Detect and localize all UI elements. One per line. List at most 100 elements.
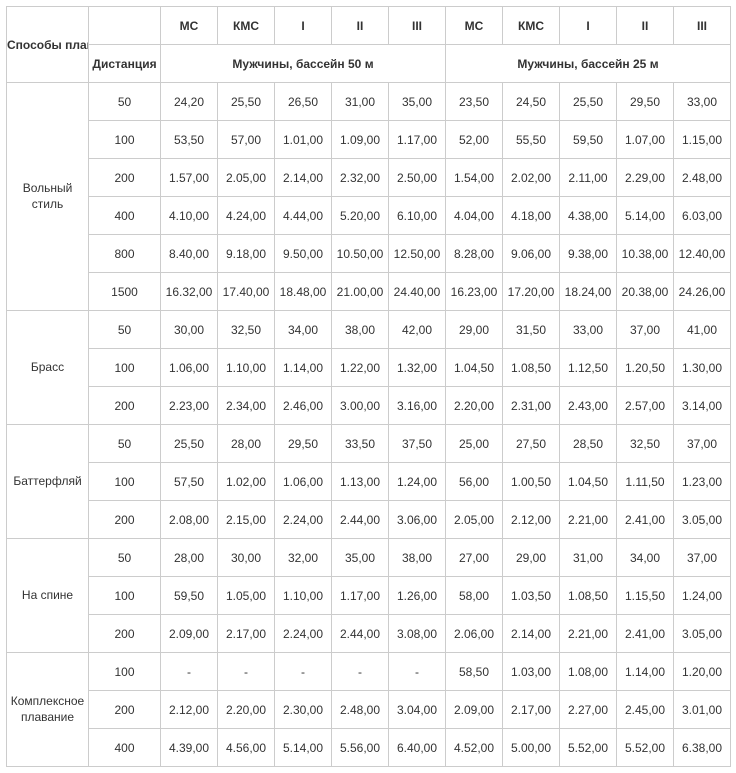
value-cell: 1.14,00	[617, 653, 674, 691]
distance-cell: 200	[89, 387, 161, 425]
value-cell: 2.12,00	[161, 691, 218, 729]
value-cell: 9.50,00	[275, 235, 332, 273]
value-cell: 29,50	[275, 425, 332, 463]
value-cell: 41,00	[674, 311, 731, 349]
value-cell: 34,00	[617, 539, 674, 577]
value-cell: 2.48,00	[332, 691, 389, 729]
value-cell: 4.24,00	[218, 197, 275, 235]
value-cell: 57,00	[218, 121, 275, 159]
value-cell: 1.01,00	[275, 121, 332, 159]
table-row: 2002.09,002.17,002.24,002.44,003.08,002.…	[7, 615, 731, 653]
value-cell: 1.23,00	[674, 463, 731, 501]
value-cell: 55,50	[503, 121, 560, 159]
table-row: 2001.57,002.05,002.14,002.32,002.50,001.…	[7, 159, 731, 197]
value-cell: 17.20,00	[503, 273, 560, 311]
value-cell: 6.40,00	[389, 729, 446, 767]
table-row: Брасс5030,0032,5034,0038,0042,0029,0031,…	[7, 311, 731, 349]
value-cell: 3.00,00	[332, 387, 389, 425]
value-cell: 5.14,00	[617, 197, 674, 235]
value-cell: 1.04,50	[560, 463, 617, 501]
value-cell: 4.04,00	[446, 197, 503, 235]
value-cell: 2.15,00	[218, 501, 275, 539]
table-row: 4004.39,004.56,005.14,005.56,006.40,004.…	[7, 729, 731, 767]
value-cell: 2.50,00	[389, 159, 446, 197]
value-cell: 2.17,00	[503, 691, 560, 729]
value-cell: 27,50	[503, 425, 560, 463]
table-body: Вольный стиль5024,2025,5026,5031,0035,00…	[7, 83, 731, 767]
value-cell: 6.38,00	[674, 729, 731, 767]
value-cell: 5.00,00	[503, 729, 560, 767]
value-cell: 33,00	[674, 83, 731, 121]
value-cell: 1.10,00	[218, 349, 275, 387]
value-cell: 34,00	[275, 311, 332, 349]
style-label: Вольный стиль	[7, 83, 89, 311]
header-style: Способы плавания	[7, 7, 89, 83]
value-cell: 4.44,00	[275, 197, 332, 235]
distance-cell: 200	[89, 615, 161, 653]
value-cell: 25,00	[446, 425, 503, 463]
value-cell: 18.24,00	[560, 273, 617, 311]
value-cell: 28,50	[560, 425, 617, 463]
value-cell: 1.09,00	[332, 121, 389, 159]
value-cell: 35,00	[332, 539, 389, 577]
value-cell: 25,50	[218, 83, 275, 121]
table-row: 1001.06,001.10,001.14,001.22,001.32,001.…	[7, 349, 731, 387]
value-cell: 1.08,50	[560, 577, 617, 615]
value-cell: 29,00	[503, 539, 560, 577]
value-cell: 37,00	[617, 311, 674, 349]
value-cell: 2.24,00	[275, 615, 332, 653]
value-cell: 42,00	[389, 311, 446, 349]
value-cell: 37,00	[674, 539, 731, 577]
style-label: На спине	[7, 539, 89, 653]
value-cell: 33,50	[332, 425, 389, 463]
value-cell: 2.08,00	[161, 501, 218, 539]
value-cell: 20.38,00	[617, 273, 674, 311]
value-cell: 25,50	[161, 425, 218, 463]
value-cell: 1.06,00	[275, 463, 332, 501]
value-cell: 1.06,00	[161, 349, 218, 387]
value-cell: 32,50	[617, 425, 674, 463]
value-cell: 30,00	[161, 311, 218, 349]
header-group-50: Мужчины, бассейн 50 м	[161, 45, 446, 83]
value-cell: 8.28,00	[446, 235, 503, 273]
value-cell: 10.50,00	[332, 235, 389, 273]
value-cell: 2.09,00	[446, 691, 503, 729]
value-cell: 37,00	[674, 425, 731, 463]
table-row: 2002.23,002.34,002.46,003.00,003.16,002.…	[7, 387, 731, 425]
value-cell: 5.14,00	[275, 729, 332, 767]
value-cell: 2.41,00	[617, 615, 674, 653]
value-cell: 2.14,00	[275, 159, 332, 197]
distance-cell: 400	[89, 197, 161, 235]
value-cell: 2.23,00	[161, 387, 218, 425]
header-rank-50-0: МС	[161, 7, 218, 45]
value-cell: 12.50,00	[389, 235, 446, 273]
distance-cell: 200	[89, 501, 161, 539]
value-cell: 1.15,50	[617, 577, 674, 615]
table-row: 10057,501.02,001.06,001.13,001.24,0056,0…	[7, 463, 731, 501]
table-row: 10053,5057,001.01,001.09,001.17,0052,005…	[7, 121, 731, 159]
table-row: 2002.12,002.20,002.30,002.48,003.04,002.…	[7, 691, 731, 729]
value-cell: 1.04,50	[446, 349, 503, 387]
value-cell: 58,00	[446, 577, 503, 615]
value-cell: 35,00	[389, 83, 446, 121]
value-cell: 4.39,00	[161, 729, 218, 767]
value-cell: 24.26,00	[674, 273, 731, 311]
value-cell: 2.30,00	[275, 691, 332, 729]
value-cell: 1.24,00	[674, 577, 731, 615]
value-cell: 58,50	[446, 653, 503, 691]
value-cell: 28,00	[161, 539, 218, 577]
table-header: Способы плавания МС КМС I II III МС КМС …	[7, 7, 731, 83]
value-cell: 2.20,00	[218, 691, 275, 729]
value-cell: 2.29,00	[617, 159, 674, 197]
value-cell: 18.48,00	[275, 273, 332, 311]
value-cell: 3.04,00	[389, 691, 446, 729]
value-cell: 4.38,00	[560, 197, 617, 235]
style-label: Комплексное плавание	[7, 653, 89, 767]
value-cell: 1.54,00	[446, 159, 503, 197]
value-cell: 24,50	[503, 83, 560, 121]
value-cell: 2.57,00	[617, 387, 674, 425]
header-rank-50-2: I	[275, 7, 332, 45]
value-cell: 1.17,00	[389, 121, 446, 159]
distance-cell: 100	[89, 653, 161, 691]
style-label: Баттерфляй	[7, 425, 89, 539]
